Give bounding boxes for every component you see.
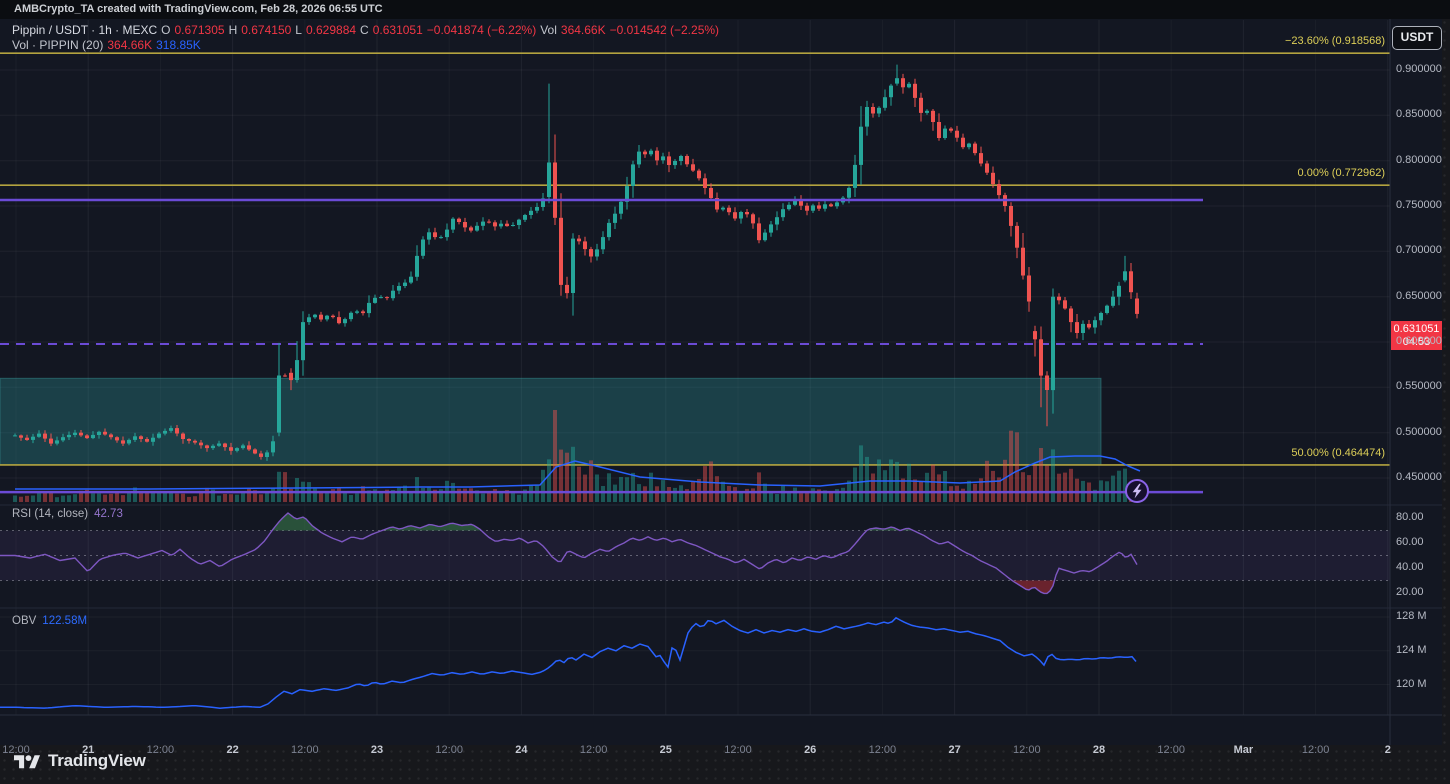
rsi-line (0, 512, 1138, 595)
zone-box (0, 377, 1102, 466)
axis-tick-label: 0.600000 (1396, 335, 1442, 347)
axis-tick-label: 40.00 (1396, 561, 1424, 573)
obv-value: 122.58M (42, 615, 88, 627)
time-tick-label: 12:00 (291, 744, 319, 756)
volume-indicator-row[interactable]: Vol · PIPPIN (20) 364.66K 318.85K (12, 38, 723, 53)
time-tick-label: 12:00 (724, 744, 752, 756)
symbol-title: Pippin / USDT · 1h · MEXC (12, 23, 158, 37)
time-tick-label: 12:00 (2, 744, 30, 756)
time-tick-label: 24 (515, 744, 528, 756)
attribution-text: AMBCrypto_TA created with TradingView.co… (14, 3, 383, 15)
low-label: L (295, 23, 302, 37)
time-tick-label: Mar (1233, 744, 1254, 756)
ohlc-row[interactable]: Pippin / USDT · 1h · MEXC O 0.671305 H 0.674… (12, 23, 723, 38)
volume-indicator-value: 364.66K (107, 38, 153, 52)
fib-level-label-0[interactable]: 0.00% (0.772962) (1297, 167, 1385, 179)
axis-tick-label: 0.750000 (1396, 199, 1442, 211)
close-label: C (360, 23, 369, 37)
close-value: 0.631051 (372, 23, 423, 37)
bar-countdown: 04:53 (1402, 336, 1431, 348)
chart-widget (0, 19, 1442, 745)
price-scale[interactable]: 0.900000 0.850000 0.800000 0.750000 0.700000… (1391, 19, 1442, 745)
change-value: −0.041874 (−6.22%) (426, 23, 537, 37)
volume-ma-value: 318.85K (156, 38, 201, 52)
symbol-legend[interactable]: Pippin / USDT · 1h · MEXC O 0.671305 H 0.674… (12, 23, 723, 53)
axis-tick-label: 0.650000 (1396, 289, 1442, 302)
axis-tick-label: 0.900000 (1396, 63, 1442, 75)
time-tick-label: 28 (1092, 744, 1106, 756)
axis-tick-label: 0.800000 (1396, 153, 1442, 166)
lightning-icon[interactable] (1125, 479, 1149, 503)
rsi-value: 42.73 (94, 508, 123, 520)
time-scale[interactable]: 12:00 21 12:00 22 12:00 23 12:00 24 12:00 25 12:00… (0, 740, 1391, 766)
high-value: 0.674150 (241, 23, 292, 37)
time-tick-label: 12:00 (579, 744, 608, 756)
time-tick-label: 21 (82, 744, 95, 756)
fib-level-label-neg23[interactable]: −23.60% (0.918568) (1285, 35, 1385, 47)
time-tick-label: 12:00 (146, 744, 175, 756)
volume-label: Vol (540, 23, 557, 37)
volume-change-value: −0.014542 (−2.25%) (609, 23, 720, 37)
high-label: H (228, 23, 238, 37)
low-value: 0.629884 (305, 23, 357, 37)
current-price-value: 0.631051 (1393, 323, 1440, 335)
axis-tick-label: 0.850000 (1396, 108, 1442, 121)
time-tick-label: 23 (370, 744, 384, 756)
time-tick-label: 12:00 (435, 744, 463, 756)
axis-tick-label: 0.550000 (1396, 380, 1442, 393)
time-tick-label: 27 (948, 744, 961, 756)
tradingview-logo[interactable]: TradingView (14, 751, 146, 771)
tradingview-logo-icon (14, 755, 40, 769)
obv-line (0, 616, 1137, 709)
axis-tick-label: 0.700000 (1396, 244, 1442, 257)
axis-tick-label: 0.450000 (1396, 471, 1442, 483)
rsi-legend[interactable]: RSI (14, close) 42.73 (12, 508, 129, 520)
axis-tick-label: 124 M (1396, 643, 1427, 656)
volume-value: 364.66K (560, 23, 606, 37)
time-tick-label: 22 (226, 744, 239, 756)
open-label: O (161, 23, 171, 37)
time-tick-label: 12:00 (1157, 744, 1185, 756)
time-tick-label: 25 (659, 744, 672, 756)
volume-indicator-title: Vol · PIPPIN (20) (12, 38, 104, 52)
axis-tick-label: 60.00 (1396, 536, 1424, 548)
currency-toggle-button[interactable]: USDT (1392, 26, 1442, 50)
obv-title: OBV (12, 615, 37, 627)
time-tick-label: 12:00 (1301, 744, 1330, 756)
current-price-badge: 0.631051 04:53 (1391, 321, 1442, 350)
time-tick-label: 26 (804, 744, 817, 756)
tradingview-wordmark: TradingView (48, 751, 146, 770)
axis-tick-label: 0.500000 (1396, 425, 1442, 438)
axis-tick-label: 20.00 (1396, 586, 1424, 598)
axis-tick-label: 80.00 (1396, 511, 1424, 523)
volume-ma-line (15, 455, 1141, 490)
rsi-title: RSI (14, close) (12, 508, 89, 520)
attribution-bar: AMBCrypto_TA created with TradingView.co… (0, 0, 1450, 19)
fib-level-label-50[interactable]: 50.00% (0.464474) (1291, 447, 1385, 459)
time-tick-label: 2 (1384, 744, 1391, 756)
axis-tick-label: 128 M (1396, 610, 1427, 622)
open-value: 0.671305 (174, 23, 225, 37)
time-tick-label: 12:00 (868, 744, 897, 756)
obv-legend[interactable]: OBV 122.58M (12, 615, 93, 627)
axis-tick-label: 120 M (1396, 677, 1427, 690)
time-tick-label: 12:00 (1013, 744, 1041, 756)
price-chart-canvas[interactable] (0, 19, 1442, 745)
